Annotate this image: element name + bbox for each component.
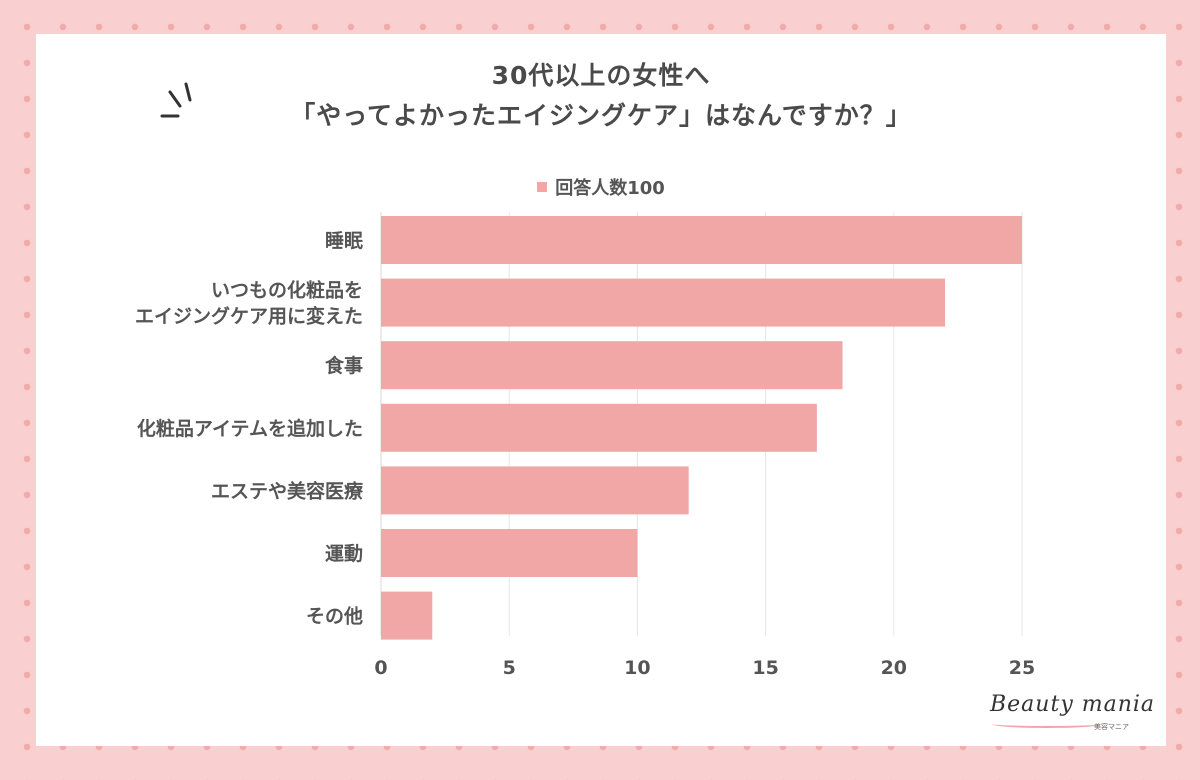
category-label-6: その他 [306,605,363,628]
bar-3 [381,403,817,452]
x-tick-label-25: 25 [1009,657,1035,679]
legend-label: 回答人数100 [555,178,665,199]
title-line-1: 30代以上の女性へ [491,61,711,90]
category-label-2: 食事 [325,354,363,377]
logo-swash [992,720,1102,728]
x-tick-label-0: 0 [374,657,387,679]
category-label-3: 化粧品アイテムを追加した [137,417,363,440]
chart-card: 30代以上の女性へ 「やってよかったエイジングケア」はなんですか？」 回答人数1… [36,34,1166,746]
logo-text: Beauty mania [990,692,1156,717]
brand-logo: Beauty mania 美容マニア [990,692,1160,740]
legend: 回答人数100 [36,174,1166,200]
bar-chart: 睡眠いつもの化粧品をエイジングケア用に変えた食事化粧品アイテムを追加したエステや… [135,212,1035,679]
bar-0 [381,216,1022,264]
sparkle-accent-icon [160,82,192,118]
x-tick-label-5: 5 [503,657,516,679]
chart-title: 30代以上の女性へ 「やってよかったエイジングケア」はなんですか？」 [36,56,1166,136]
bar-5 [381,529,638,577]
x-tick-label-15: 15 [752,657,778,679]
bar-1 [381,278,946,327]
logo-subtext: 美容マニア [1094,723,1129,731]
x-tick-label-10: 10 [624,657,650,679]
title-line-2: 「やってよかったエイジングケア」はなんですか？」 [286,96,916,136]
x-tick-label-20: 20 [881,657,907,679]
title-line-2-text: 「やってよかったエイジングケア」はなんですか？」 [290,101,912,130]
bar-6 [381,591,433,640]
legend-swatch [537,182,548,192]
bar-4 [381,466,689,515]
category-label-1-0: いつもの化粧品を [211,279,363,302]
bar-2 [381,341,843,390]
category-label-4: エステや美容医療 [211,479,364,502]
category-label-0: 睡眠 [325,230,363,252]
category-label-1-1: エイジングケア用に変えた [135,305,363,328]
category-label-5: 運動 [325,543,363,565]
